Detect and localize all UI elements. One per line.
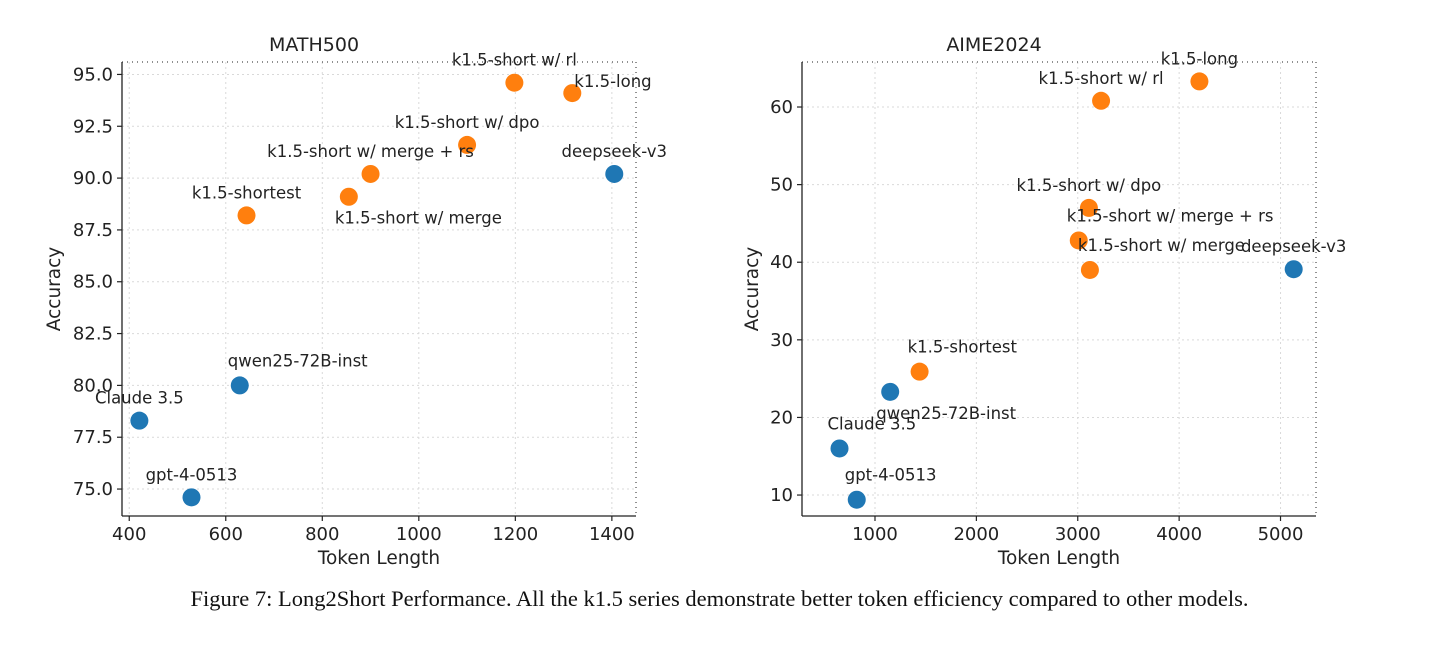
point-label: qwen25-72B-inst xyxy=(876,404,1016,423)
point-label: k1.5-short w/ dpo xyxy=(395,113,540,132)
point-label: gpt-4-0513 xyxy=(845,466,937,485)
x-tick-label: 800 xyxy=(305,524,339,545)
x-tick-label: 1000 xyxy=(396,524,442,545)
point-label: k1.5-short w/ dpo xyxy=(1017,176,1162,195)
y-tick-label: 75.0 xyxy=(73,479,113,500)
y-axis-label: Accuracy xyxy=(742,247,763,332)
point-label: k1.5-long xyxy=(1161,49,1238,68)
y-tick-label: 85.0 xyxy=(73,272,113,293)
data-point xyxy=(505,73,524,92)
data-point xyxy=(830,439,849,458)
x-tick-label: 400 xyxy=(112,524,146,545)
y-tick-label: 95.0 xyxy=(73,64,113,85)
point-label: Claude 3.5 xyxy=(95,389,184,408)
data-point xyxy=(1069,231,1088,250)
data-point xyxy=(1190,72,1209,91)
y-tick-label: 20 xyxy=(770,407,793,428)
data-point xyxy=(563,84,582,103)
point-label: qwen25-72B-inst xyxy=(228,351,368,370)
point-label: k1.5-short w/ merge + rs xyxy=(267,142,474,161)
data-point xyxy=(910,362,929,381)
y-tick-label: 92.5 xyxy=(73,116,113,137)
data-point xyxy=(605,164,624,183)
data-point xyxy=(1284,260,1303,279)
y-tick-label: 82.5 xyxy=(73,324,113,345)
data-point xyxy=(1080,260,1099,279)
x-axis-label: Token Length xyxy=(317,548,440,569)
y-tick-label: 90.0 xyxy=(73,168,113,189)
point-label: deepseek-v3 xyxy=(562,142,667,161)
point-label: k1.5-shortest xyxy=(908,338,1018,357)
y-tick-label: 50 xyxy=(770,175,793,196)
chart-math500: 400 600 800 1000 1200 1400 75.0 77.5 80.0 82.5 85.… xyxy=(44,34,667,569)
point-label: k1.5-short w/ rl xyxy=(1039,69,1164,88)
x-axis-label: Token Length xyxy=(997,548,1120,569)
x-tick-label: 1200 xyxy=(492,524,538,545)
y-tick-label: 80.0 xyxy=(73,375,113,396)
chart-title: MATH500 xyxy=(269,34,359,56)
x-tick-label: 600 xyxy=(209,524,243,545)
x-tick-label: 3000 xyxy=(1055,524,1101,545)
x-tick-label: 4000 xyxy=(1156,524,1202,545)
y-tick-label: 87.5 xyxy=(73,220,113,241)
data-point xyxy=(1092,91,1111,110)
point-label: k1.5-short w/ merge xyxy=(1078,236,1245,255)
data-point xyxy=(182,488,201,507)
x-tick-label: 1000 xyxy=(852,524,898,545)
point-label: Claude 3.5 xyxy=(828,414,917,433)
x-tick-label: 5000 xyxy=(1258,524,1304,545)
x-tick-label: 2000 xyxy=(953,524,999,545)
y-tick-label: 77.5 xyxy=(73,427,113,448)
x-tick-label: 1400 xyxy=(589,524,635,545)
figure-caption: Figure 7: Long2Short Performance. All th… xyxy=(190,586,1249,611)
data-point xyxy=(881,382,900,401)
y-tick-label: 60 xyxy=(770,97,793,118)
point-label: k1.5-long xyxy=(574,72,651,91)
chart-aime2024: 1000 2000 3000 4000 5000 10 20 30 40 50 60 AIME2024… xyxy=(742,34,1346,569)
point-label: k1.5-shortest xyxy=(192,183,302,202)
point-label: k1.5-short w/ rl xyxy=(452,51,577,70)
data-point xyxy=(130,411,149,430)
chart-title: AIME2024 xyxy=(946,34,1041,56)
y-axis-label: Accuracy xyxy=(44,247,65,332)
data-point xyxy=(230,376,249,395)
data-point xyxy=(458,135,477,154)
data-point xyxy=(237,206,256,225)
point-label: k1.5-short w/ merge + rs xyxy=(1067,206,1274,225)
point-label: k1.5-short w/ merge xyxy=(335,209,502,228)
point-label: gpt-4-0513 xyxy=(146,465,238,484)
data-point xyxy=(361,164,380,183)
y-tick-label: 10 xyxy=(770,485,793,506)
y-tick-label: 30 xyxy=(770,330,793,351)
data-point xyxy=(339,187,358,206)
data-point xyxy=(1079,198,1098,217)
y-tick-label: 40 xyxy=(770,252,793,273)
data-point xyxy=(847,490,866,509)
figure: 400 600 800 1000 1200 1400 75.0 77.5 80.0 82.5 85.… xyxy=(44,34,1346,569)
point-label: deepseek-v3 xyxy=(1241,237,1346,256)
